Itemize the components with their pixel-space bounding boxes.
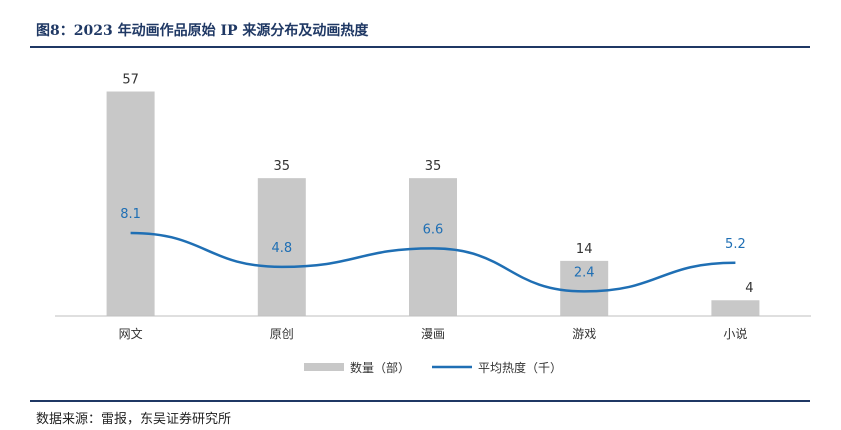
x-tick-labels: 网文 原创 漫画 游戏 小说 bbox=[119, 326, 748, 341]
bar-0 bbox=[106, 91, 155, 316]
source-note: 数据来源：雷报，东吴证券研究所 bbox=[36, 412, 232, 427]
bar-value-label: 35 bbox=[274, 159, 291, 174]
figure-title: 图8：2023 年动画作品原始 IP 来源分布及动画热度 bbox=[36, 23, 369, 39]
line-value-label: 8.1 bbox=[120, 207, 141, 222]
bar-3 bbox=[560, 260, 609, 316]
legend-label-line: 平均热度（千） bbox=[478, 360, 562, 375]
bar-value-label: 57 bbox=[122, 73, 139, 88]
bar-value-label: 4 bbox=[745, 281, 753, 296]
x-tick-label: 原创 bbox=[270, 327, 294, 341]
x-tick-label: 游戏 bbox=[572, 327, 596, 341]
bar-2 bbox=[409, 178, 457, 316]
x-tick-label: 小说 bbox=[723, 326, 747, 341]
line-value-label: 4.8 bbox=[271, 241, 292, 256]
data-labels: 57 35 35 14 4 8.1 4.8 6.6 2.4 5.2 bbox=[120, 73, 753, 297]
x-tick-label: 网文 bbox=[119, 326, 143, 341]
bar-4 bbox=[711, 300, 760, 316]
bar-1 bbox=[257, 178, 306, 316]
line-value-label: 6.6 bbox=[423, 222, 444, 237]
x-tick-label: 漫画 bbox=[421, 327, 445, 341]
legend: 数量（部） 平均热度（千） bbox=[304, 360, 562, 375]
bar-value-label: 14 bbox=[576, 242, 593, 257]
chart: 网文 原创 漫画 游戏 小说 57 35 35 14 4 8.1 4.8 6.6 2.4 5.2 数量（部… bbox=[55, 73, 811, 375]
title-rule bbox=[30, 46, 810, 48]
line-value-label: 2.4 bbox=[574, 265, 595, 280]
bar-value-label: 35 bbox=[425, 159, 442, 174]
legend-swatch-bar bbox=[304, 363, 344, 371]
footer-rule bbox=[30, 400, 810, 402]
line-value-label: 5.2 bbox=[725, 237, 746, 252]
bars-layer bbox=[106, 91, 760, 316]
heat-line bbox=[130, 231, 736, 293]
legend-label-bar: 数量（部） bbox=[350, 360, 410, 375]
